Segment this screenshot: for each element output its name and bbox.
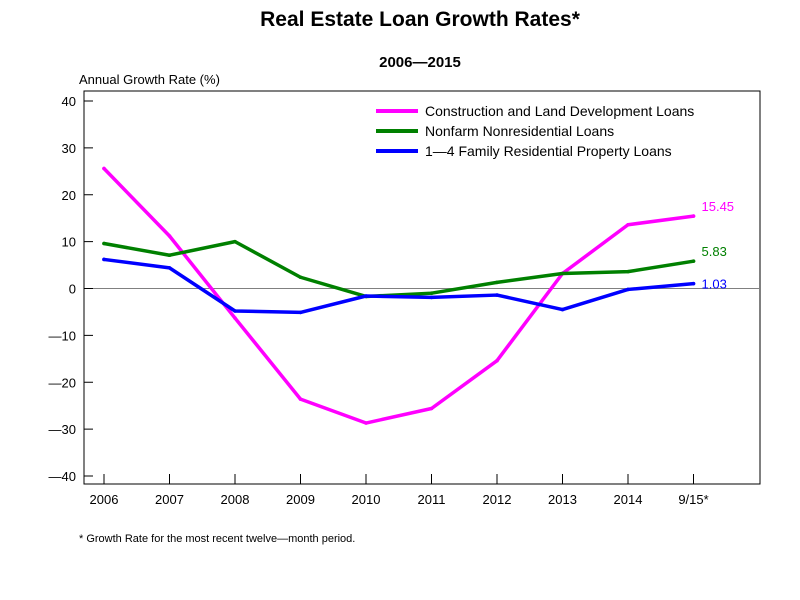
x-tick-label: 2011 [418, 492, 446, 507]
data-point [102, 166, 106, 171]
y-tick-label: 10 [62, 235, 76, 250]
end-value-label: 15.45 [702, 199, 735, 214]
data-point [364, 421, 368, 425]
end-value-label: 5.83 [702, 244, 727, 259]
data-point [233, 309, 237, 313]
data-point [102, 241, 106, 246]
plot-frame [83, 90, 761, 485]
legend-label: Nonfarm Nonresidential Loans [425, 123, 614, 139]
series-line [102, 257, 696, 315]
y-tick-label: —40 [49, 469, 76, 484]
data-point [167, 234, 172, 238]
y-tick-label: 0 [69, 282, 76, 297]
chart-subtitle: 2006—2015 [379, 54, 461, 71]
data-point [364, 294, 368, 298]
data-point [298, 310, 303, 315]
legend-label: 1—4 Family Residential Property Loans [425, 143, 672, 159]
data-point [233, 239, 237, 244]
data-point [167, 253, 172, 258]
data-point [429, 406, 434, 411]
data-point [626, 269, 630, 274]
data-point [560, 271, 565, 276]
y-axis-label: Annual Growth Rate (%) [79, 72, 220, 87]
series-line [102, 239, 696, 299]
y-tick-label: 30 [62, 141, 76, 156]
x-tick-label: 2010 [352, 492, 381, 507]
data-point [495, 280, 499, 285]
data-point [298, 397, 303, 401]
legend-label: Construction and Land Development Loans [425, 103, 694, 119]
y-tick-label: —10 [49, 328, 76, 343]
data-point [560, 307, 565, 312]
y-tick-label: 20 [62, 188, 76, 203]
end-value-label: 1.03 [702, 277, 727, 292]
data-point [429, 291, 434, 295]
data-point [495, 358, 499, 363]
x-tick-label: 2006 [90, 492, 119, 507]
data-point [298, 275, 303, 280]
data-point [691, 281, 696, 286]
x-tick-label: 2013 [548, 492, 577, 507]
chart-title: Real Estate Loan Growth Rates* [260, 8, 581, 31]
data-point [233, 316, 237, 320]
data-point [626, 287, 630, 292]
data-point [102, 257, 106, 262]
x-tick-label: 2007 [155, 492, 184, 507]
y-tick-label: —30 [49, 422, 76, 437]
x-tick-label: 2014 [614, 492, 643, 507]
data-point [495, 293, 499, 297]
data-point [167, 266, 172, 270]
data-point [626, 222, 630, 227]
x-tick-label: 2012 [483, 492, 512, 507]
data-point [429, 295, 434, 300]
x-tick-label: 9/15* [678, 492, 708, 507]
y-tick-label: —20 [49, 375, 76, 390]
series-line [102, 166, 696, 425]
chart-footnote: * Growth Rate for the most recent twelve… [79, 533, 355, 545]
data-point [691, 259, 696, 263]
x-tick-label: 2008 [221, 492, 250, 507]
data-point [691, 214, 696, 218]
x-tick-label: 2009 [286, 492, 315, 507]
y-tick-label: 40 [62, 94, 76, 109]
